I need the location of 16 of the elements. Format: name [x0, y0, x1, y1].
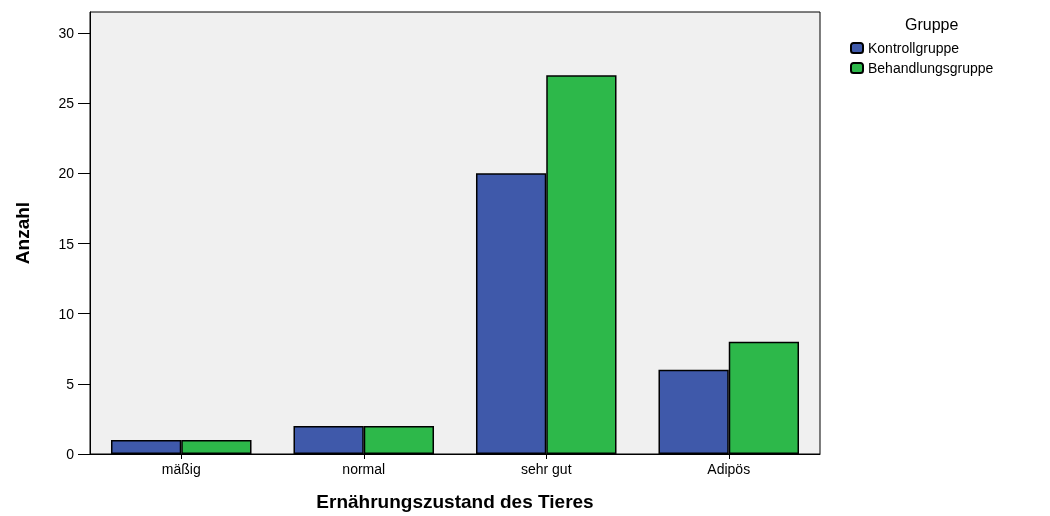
- x-tick-label: sehr gut: [520, 461, 572, 477]
- x-tick-label: mäßig: [161, 461, 201, 477]
- legend-label: Behandlungsgruppe: [868, 60, 994, 76]
- y-tick-label: 20: [58, 165, 75, 182]
- y-tick-label: 25: [58, 95, 75, 112]
- x-axis-title: Ernährungszustand des Tieres: [316, 491, 594, 512]
- x-tick-label: normal: [342, 461, 386, 477]
- y-tick-label: 10: [58, 305, 75, 322]
- legend-title: Gruppe: [905, 15, 959, 33]
- y-axis-title: Anzahl: [12, 201, 33, 265]
- y-tick-label: 0: [66, 446, 75, 462]
- legend-label: Kontrollgruppe: [868, 40, 960, 56]
- y-tick-label: 15: [58, 235, 75, 252]
- x-tick-label: Adipös: [707, 461, 751, 477]
- y-tick-label: 5: [66, 375, 75, 392]
- y-tick-label: 30: [58, 25, 75, 42]
